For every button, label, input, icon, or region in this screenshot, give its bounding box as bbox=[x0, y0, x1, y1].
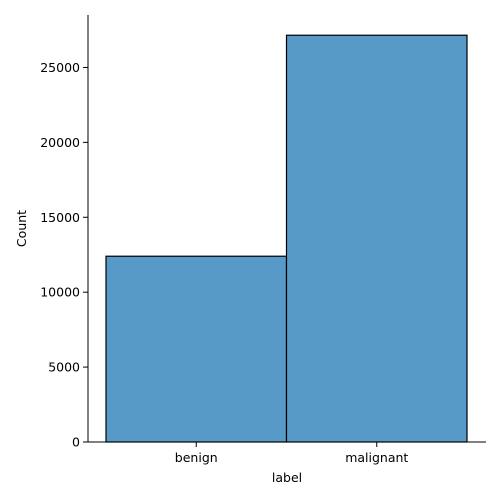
x-tick-label: malignant bbox=[345, 450, 408, 465]
y-tick-label: 25000 bbox=[40, 60, 80, 75]
y-axis-ticks: 0 5000 10000 15000 20000 25000 bbox=[40, 60, 88, 450]
y-tick-label: 20000 bbox=[40, 135, 80, 150]
bar-malignant bbox=[285, 34, 468, 443]
y-tick-label: 10000 bbox=[40, 285, 80, 300]
y-tick-label: 5000 bbox=[48, 360, 80, 375]
x-axis-title: label bbox=[272, 470, 302, 485]
bars-group bbox=[105, 34, 468, 443]
y-tick-label: 15000 bbox=[40, 210, 80, 225]
bar-benign bbox=[105, 255, 288, 443]
x-tick-label: benign bbox=[175, 450, 218, 465]
y-tick-label: 0 bbox=[72, 435, 80, 450]
y-axis-title: Count bbox=[14, 210, 29, 247]
x-axis-ticks: benign malignant bbox=[175, 442, 408, 465]
